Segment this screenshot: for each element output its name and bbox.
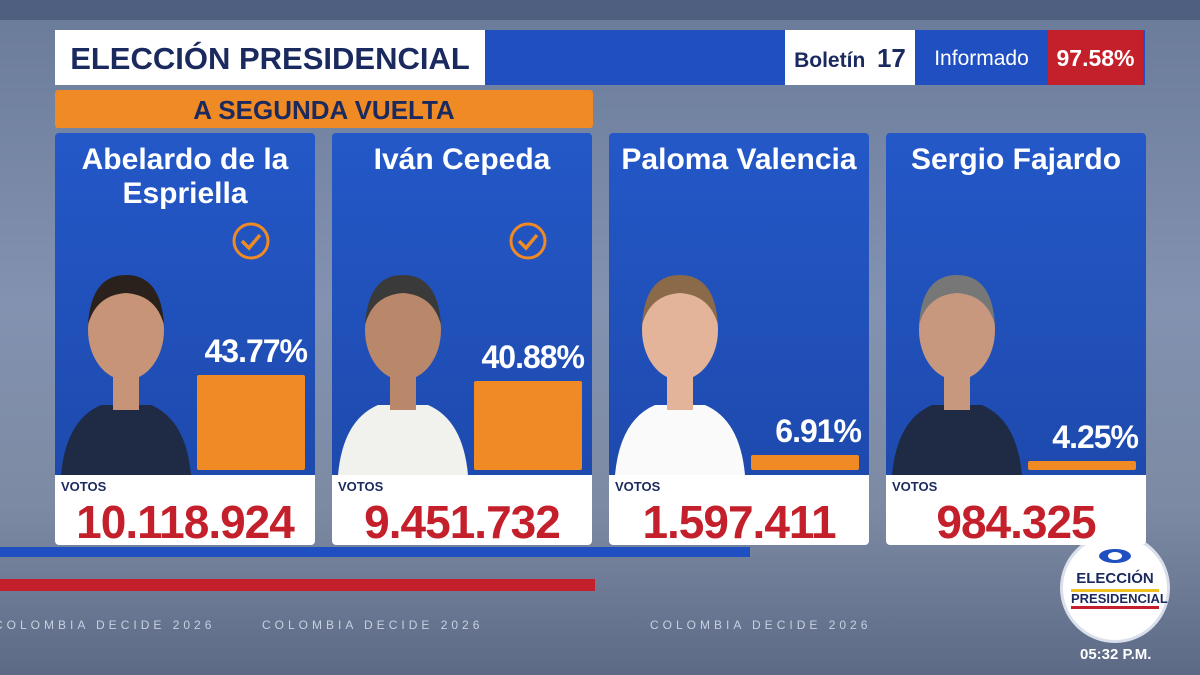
bulletin-label: Boletín — [794, 49, 866, 72]
candidate-card: Sergio Fajardo 4.25% VOTOS 984.325 — [886, 133, 1146, 545]
portrait — [338, 275, 468, 475]
votes-label: VOTOS — [615, 479, 661, 494]
votes-panel: VOTOS 984.325 — [886, 475, 1146, 545]
votes-number: 1.597.411 — [642, 496, 836, 545]
logo-text: PRESIDENCIAL — [1071, 589, 1168, 609]
logo-text: ELECCIÓN — [1076, 570, 1154, 587]
tagline: COLOMBIA DECIDE 2026 — [0, 618, 216, 632]
votes-panel: VOTOS 9.451.732 — [332, 475, 592, 545]
stripe — [0, 547, 750, 557]
candidate-name: Sergio Fajardo — [910, 143, 1122, 176]
votes-number: 9.451.732 — [364, 496, 561, 545]
votes-number: 10.118.924 — [76, 496, 295, 545]
tagline: COLOMBIA DECIDE 2026 — [262, 618, 484, 632]
portrait — [892, 275, 1022, 475]
candidate-card: Iván Cepeda 40.88% VOTOS 9.451.732 — [332, 133, 592, 545]
share-bar — [197, 375, 305, 470]
bulletin: Boletín 17 — [785, 30, 915, 85]
votes-panel: VOTOS 1.597.411 — [609, 475, 869, 545]
share-label: 43.77% — [204, 333, 308, 370]
reported-value: 97.58% — [1048, 30, 1143, 85]
candidate-name: Iván Cepeda — [373, 143, 551, 176]
votes-number: 984.325 — [936, 496, 1096, 545]
qualified-icon — [509, 222, 547, 260]
candidate-name: Abelardo de la Espriella — [81, 143, 289, 210]
share-bar — [751, 455, 859, 470]
share-label: 40.88% — [481, 339, 585, 376]
votes-label: VOTOS — [61, 479, 107, 494]
backdrop — [0, 0, 1200, 20]
reported-label: Informado — [934, 47, 1029, 70]
logo-icon — [1099, 549, 1131, 563]
candidate-card: Abelardo de la Espriella 43.77% VOTOS 10.11… — [55, 133, 315, 545]
tagline: COLOMBIA DECIDE 2026 — [650, 618, 872, 632]
votes-label: VOTOS — [338, 479, 384, 494]
qualified-icon — [232, 222, 270, 260]
portrait — [615, 275, 745, 475]
share-label: 6.91% — [775, 413, 862, 449]
votes-label: VOTOS — [892, 479, 938, 494]
candidate-name: Paloma Valencia — [621, 143, 857, 176]
votes-panel: VOTOS 10.118.924 — [55, 475, 315, 545]
header-title: ELECCIÓN PRESIDENCIAL — [55, 30, 485, 85]
clock: 05:32 P.M. — [1080, 646, 1152, 663]
share-label: 4.25% — [1052, 418, 1139, 455]
stripe — [0, 579, 595, 591]
banner: A SEGUNDA VUELTA — [55, 90, 593, 128]
candidate-card: Paloma Valencia 6.91% VOTOS 1.597.411 — [609, 133, 869, 545]
portrait — [61, 275, 191, 475]
share-bar — [474, 381, 582, 470]
bulletin-number: 17 — [876, 43, 906, 73]
share-bar — [1028, 460, 1136, 470]
logo: ELECCIÓN PRESIDENCIAL — [1060, 533, 1170, 643]
